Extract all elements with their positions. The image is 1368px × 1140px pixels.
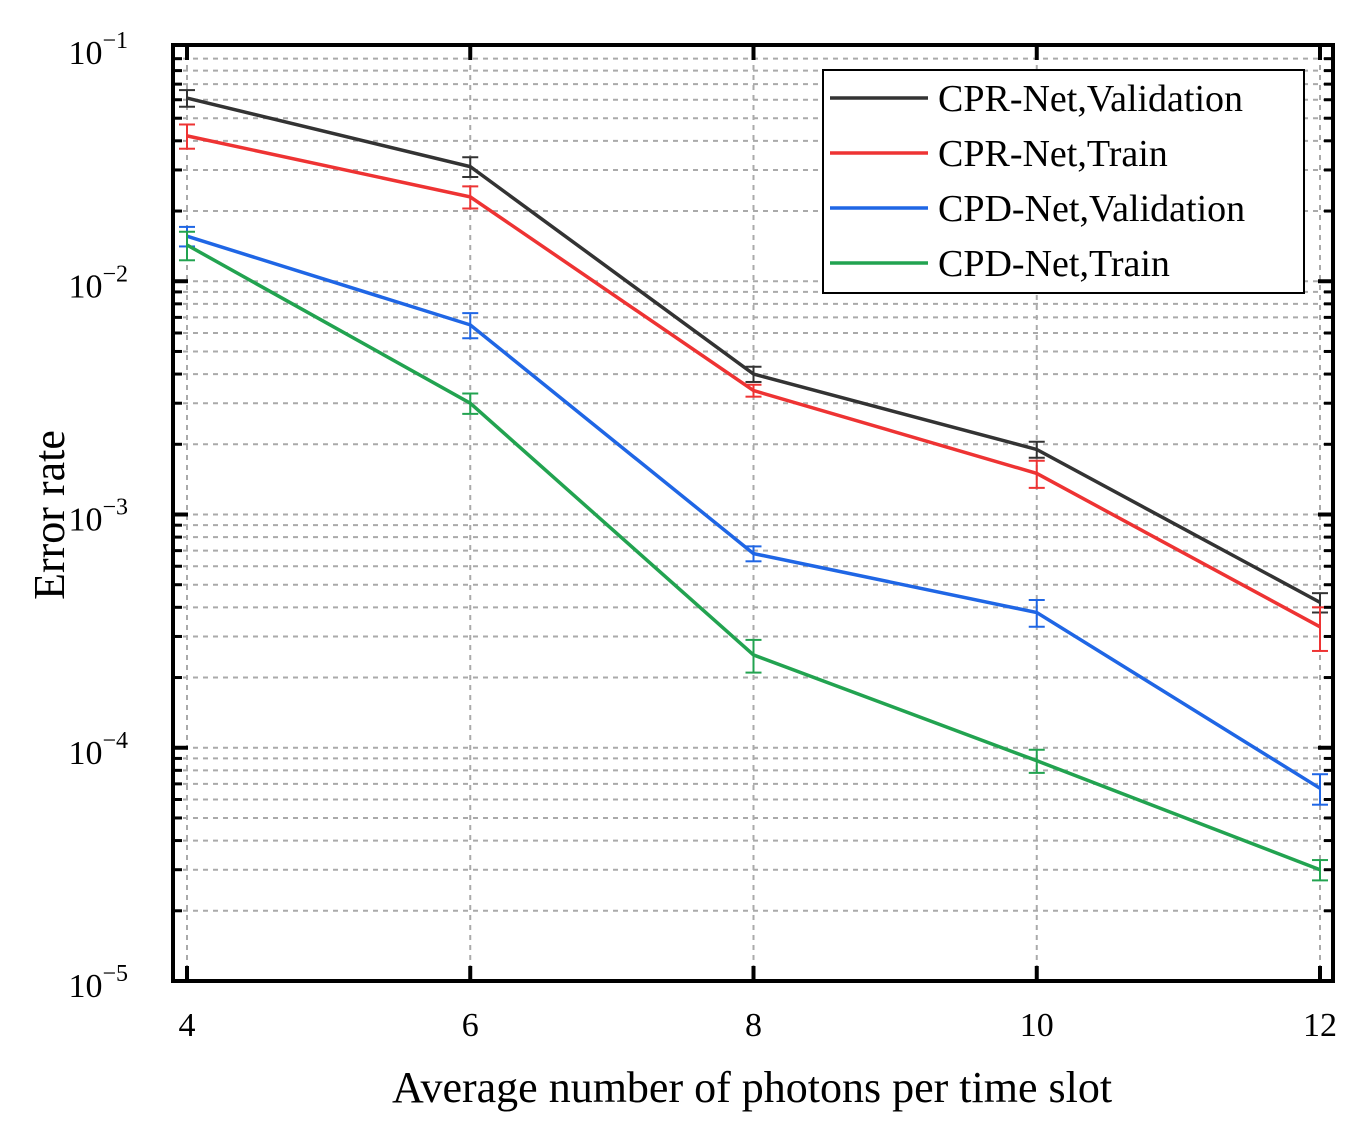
y-tick-labels: 10−110−210−310−410−5 (68, 28, 128, 1005)
y-tick-label: 10−3 (68, 495, 128, 539)
x-tick-label: 4 (179, 1007, 196, 1044)
legend-box (822, 69, 1305, 294)
x-tick-label: 8 (745, 1007, 762, 1044)
y-tick-base: 10 (68, 735, 102, 772)
legend: CPR-Net,Validation CPR-Net,Train CPD-Net,V… (822, 69, 1305, 294)
y-tick-exponent: −5 (102, 961, 128, 987)
x-axis-title: Average number of photons per time slot (392, 1063, 1112, 1112)
x-tick-labels: 4 6 8 10 12 (179, 1007, 1338, 1044)
x-tick-label: 12 (1303, 1007, 1337, 1044)
axis-ticks (173, 45, 1333, 983)
y-tick-base: 10 (68, 35, 102, 72)
series-cpr-net-validation (179, 89, 1328, 614)
x-tick-label: 6 (462, 1007, 479, 1044)
y-tick-exponent: −1 (102, 28, 128, 54)
legend-label: CPR-Net,Validation (938, 78, 1243, 120)
y-tick-base: 10 (68, 268, 102, 305)
series-cpd-net-train (179, 230, 1328, 882)
series-cpd-net-validation (179, 225, 1328, 806)
y-tick-exponent: −2 (102, 261, 128, 287)
y-tick-exponent: −4 (102, 728, 128, 754)
legend-label: CPR-Net,Train (938, 133, 1168, 175)
y-tick-label: 10−5 (68, 961, 128, 1005)
y-tick-exponent: −3 (102, 495, 128, 521)
y-tick-label: 10−4 (68, 728, 128, 772)
y-tick-base: 10 (68, 968, 102, 1005)
series-cpr-net-train (179, 123, 1328, 652)
y-tick-label: 10−1 (68, 28, 128, 72)
y-tick-label: 10−2 (68, 261, 128, 305)
y-tick-base: 10 (68, 502, 102, 539)
legend-label: CPD-Net,Validation (938, 188, 1245, 230)
x-tick-label: 10 (1020, 1007, 1054, 1044)
y-axis-title: Error rate (25, 430, 74, 600)
legend-label: CPD-Net,Train (938, 243, 1170, 285)
series-group (179, 89, 1328, 882)
